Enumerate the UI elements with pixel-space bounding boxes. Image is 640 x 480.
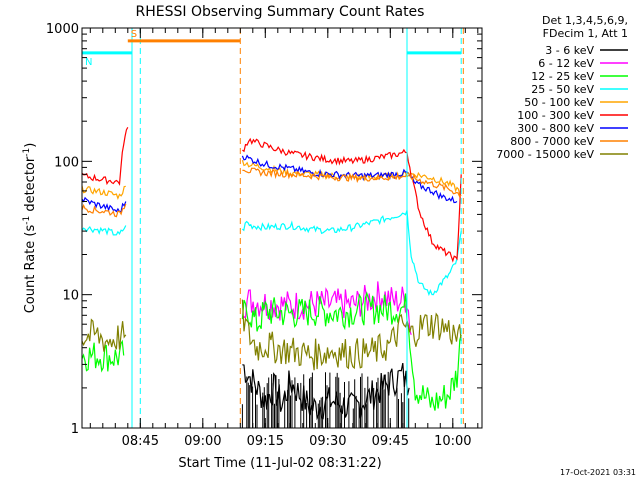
flag-label-1: N — [85, 57, 92, 68]
legend-label-8: 7000 - 15000 keV — [496, 148, 594, 161]
legend-header-line-1: Det 1,3,4,5,6,9, — [542, 14, 628, 27]
legend-label-2: 12 - 25 keV — [531, 70, 594, 83]
series-8 — [82, 299, 462, 371]
timestamp: 17-Oct-2021 03:31 — [560, 468, 636, 477]
series-line-6-0 — [82, 196, 127, 213]
x-tick-label: 09:30 — [309, 434, 346, 449]
x-tick-label: 09:45 — [372, 434, 409, 449]
legend-label-1: 6 - 12 keV — [538, 57, 594, 70]
series-6 — [82, 154, 458, 213]
series-line-0-0 — [242, 362, 410, 421]
series-7 — [82, 167, 462, 218]
series-line-6-1 — [241, 154, 458, 204]
legend-label-7: 800 - 7000 keV — [510, 135, 594, 148]
legend-label-6: 300 - 800 keV — [517, 122, 594, 135]
series-line-8-0 — [82, 318, 127, 352]
y-tick-label: 1 — [71, 422, 79, 437]
x-tick-label: 10:00 — [434, 434, 471, 449]
x-tick-label: 09:00 — [184, 434, 221, 449]
series-line-4-0 — [82, 185, 126, 200]
series-line-8-1 — [241, 299, 462, 371]
legend-label-4: 50 - 100 keV — [524, 96, 594, 109]
series-line-1-0 — [241, 281, 412, 335]
axes: S N 1 10 100 1000 08:45 09:00 09:15 09:30 09:45 10:… — [46, 22, 483, 449]
series-line-7-0 — [82, 203, 127, 218]
x-axis-label: Start Time (11-Jul-02 08:31:22) — [178, 456, 381, 471]
y-tick-label: 1000 — [46, 22, 79, 37]
series-line-3-1 — [242, 210, 462, 297]
legend-header-line-2: FDecim 1, Att 1 — [543, 27, 628, 40]
series-line-2-1 — [241, 291, 462, 411]
legend: Det 1,3,4,5,6,9, FDecim 1, Att 1 3 - 6 k… — [496, 14, 628, 161]
series-line-7-1 — [242, 167, 462, 198]
series-3 — [82, 210, 462, 297]
legend-label-5: 100 - 300 keV — [517, 109, 594, 122]
plot-frame — [81, 27, 483, 429]
legend-label-0: 3 - 6 keV — [545, 44, 594, 57]
series-5 — [82, 127, 462, 263]
flag-label-0: S — [131, 29, 137, 40]
series-1 — [241, 281, 412, 335]
series-0 — [242, 362, 410, 421]
y-tick-label: 10 — [62, 289, 79, 304]
legend-label-3: 25 - 50 keV — [531, 83, 594, 96]
y-axis-label: Count Rate (s-1 detector-1) — [22, 143, 38, 314]
series-line-5-1 — [242, 137, 462, 263]
series-line-3-0 — [82, 225, 127, 236]
x-tick-label: 09:15 — [247, 434, 284, 449]
x-tick-label: 08:45 — [122, 434, 159, 449]
y-tick-label: 100 — [54, 155, 79, 170]
series-line-2-0 — [82, 339, 125, 373]
series-2 — [82, 291, 462, 411]
series-line-5-0 — [82, 127, 129, 186]
series-4 — [82, 160, 462, 200]
chart-title: RHESSI Observing Summary Count Rates — [136, 4, 425, 20]
series-0-spikes — [241, 371, 410, 428]
plot-area — [82, 28, 464, 428]
